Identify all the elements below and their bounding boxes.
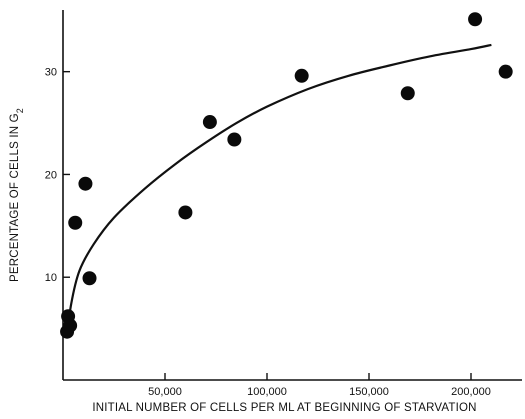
data-point	[68, 215, 83, 230]
x-tick-label: 50,000	[148, 386, 182, 398]
y-tick-label: 30	[45, 67, 57, 79]
x-ticks: 50,000 100,000 150,000 200,000	[148, 373, 491, 398]
data-point	[202, 115, 217, 130]
x-tick-label: 100,000	[247, 386, 287, 398]
y-axis-title-subscript: 2	[15, 108, 25, 113]
data-point	[400, 86, 415, 101]
y-tick-label: 20	[45, 169, 57, 181]
data-points	[60, 12, 513, 339]
data-point	[498, 64, 513, 79]
x-tick-label: 200,000	[451, 386, 491, 398]
y-axis-title-main: PERCENTAGE OF CELLS IN G	[9, 113, 21, 282]
data-point	[178, 205, 193, 220]
data-point	[227, 132, 242, 147]
trend-curve	[66, 43, 492, 337]
y-tick-label: 10	[45, 272, 57, 284]
x-tick-label: 150,000	[349, 386, 389, 398]
axes	[62, 10, 522, 381]
data-point	[294, 68, 309, 83]
data-point	[78, 176, 93, 191]
data-point	[82, 271, 97, 286]
y-axis-title: PERCENTAGE OF CELLS IN G2	[9, 108, 25, 282]
data-point	[468, 12, 483, 27]
x-axis-title: INITIAL NUMBER OF CELLS PER ML AT BEGINN…	[92, 402, 476, 414]
data-point	[63, 318, 78, 333]
y-ticks: 10 20 30	[45, 67, 70, 284]
